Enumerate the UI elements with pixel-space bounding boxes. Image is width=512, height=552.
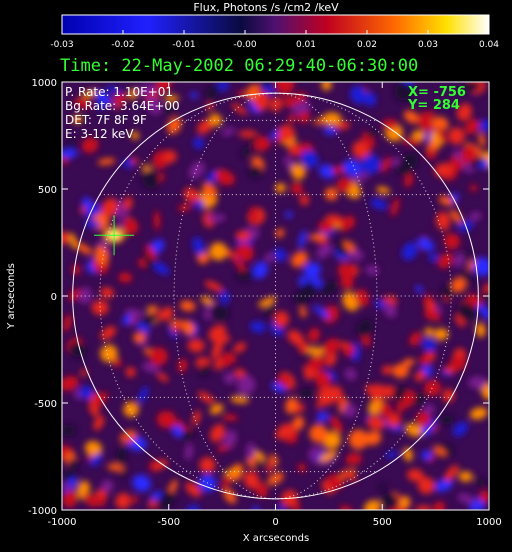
- colorbar-tick-label: -0.03: [50, 40, 73, 50]
- colorbar-tick-label: -0.01: [172, 40, 195, 50]
- info-panel: P. Rate: 1.10E+01 Bg.Rate: 3.64E+00 DET:…: [65, 85, 180, 141]
- y-tick-label: 500: [38, 185, 57, 196]
- longitude-line: [99, 92, 276, 500]
- x-tick-label: 500: [373, 517, 392, 528]
- flux-map: [62, 82, 489, 510]
- colorbar-tick-label: -0.02: [111, 40, 134, 50]
- longitude-line: [173, 92, 276, 500]
- colorbar-title: Flux, Photons /s /cm2 /keV: [193, 1, 339, 14]
- time-label: Time: 22-May-2002 06:29:40-06:30:00: [60, 56, 418, 76]
- cursor-x-readout: X= -756: [408, 85, 466, 100]
- x-tick-label: -1000: [47, 517, 76, 528]
- cursor-y-readout: Y= 284: [407, 98, 460, 113]
- colorbar-tick-label: -0.00: [233, 40, 257, 50]
- plot-area: [61, 81, 490, 511]
- longitude-line: [275, 92, 378, 500]
- colorbar-tick-label: 0.03: [418, 40, 438, 50]
- heliographic-grid: [72, 92, 479, 500]
- colorbar-ticks: -0.03 -0.02 -0.01 -0.00 0.01 0.02 0.03 0.04: [50, 30, 499, 50]
- y-tick-label: -1000: [28, 506, 57, 517]
- colorbar-tick-label: 0.02: [357, 40, 377, 50]
- solar-limb: [72, 92, 479, 500]
- colorbar-tick-label: 0.04: [479, 40, 499, 50]
- info-background-rate: Bg.Rate: 3.64E+00: [65, 99, 180, 113]
- info-detectors: DET: 7F 8F 9F: [65, 113, 147, 127]
- y-axis-label: Y arcseconds: [6, 263, 17, 330]
- x-tick-label: -500: [157, 517, 180, 528]
- y-tick-label: 0: [51, 292, 57, 303]
- colorbar: [61, 14, 490, 35]
- longitude-line: [275, 92, 452, 500]
- cursor-readout: X= -756 Y= 284: [407, 85, 466, 113]
- x-axis-label: X arcseconds: [243, 533, 309, 544]
- x-tick-label: 1000: [476, 517, 501, 528]
- y-tick-label: -500: [34, 399, 57, 410]
- colorbar-tick-label: 0.01: [296, 40, 316, 50]
- x-tick-label: 0: [272, 517, 278, 528]
- axis-ticks: -1000 -500 0 500 1000 -1000 -500 0 500 1000: [28, 78, 502, 528]
- y-tick-label: 1000: [32, 78, 57, 89]
- cursor-crosshair: [94, 215, 135, 256]
- info-energy: E: 3-12 keV: [65, 127, 134, 141]
- info-peak-rate: P. Rate: 1.10E+01: [65, 85, 173, 99]
